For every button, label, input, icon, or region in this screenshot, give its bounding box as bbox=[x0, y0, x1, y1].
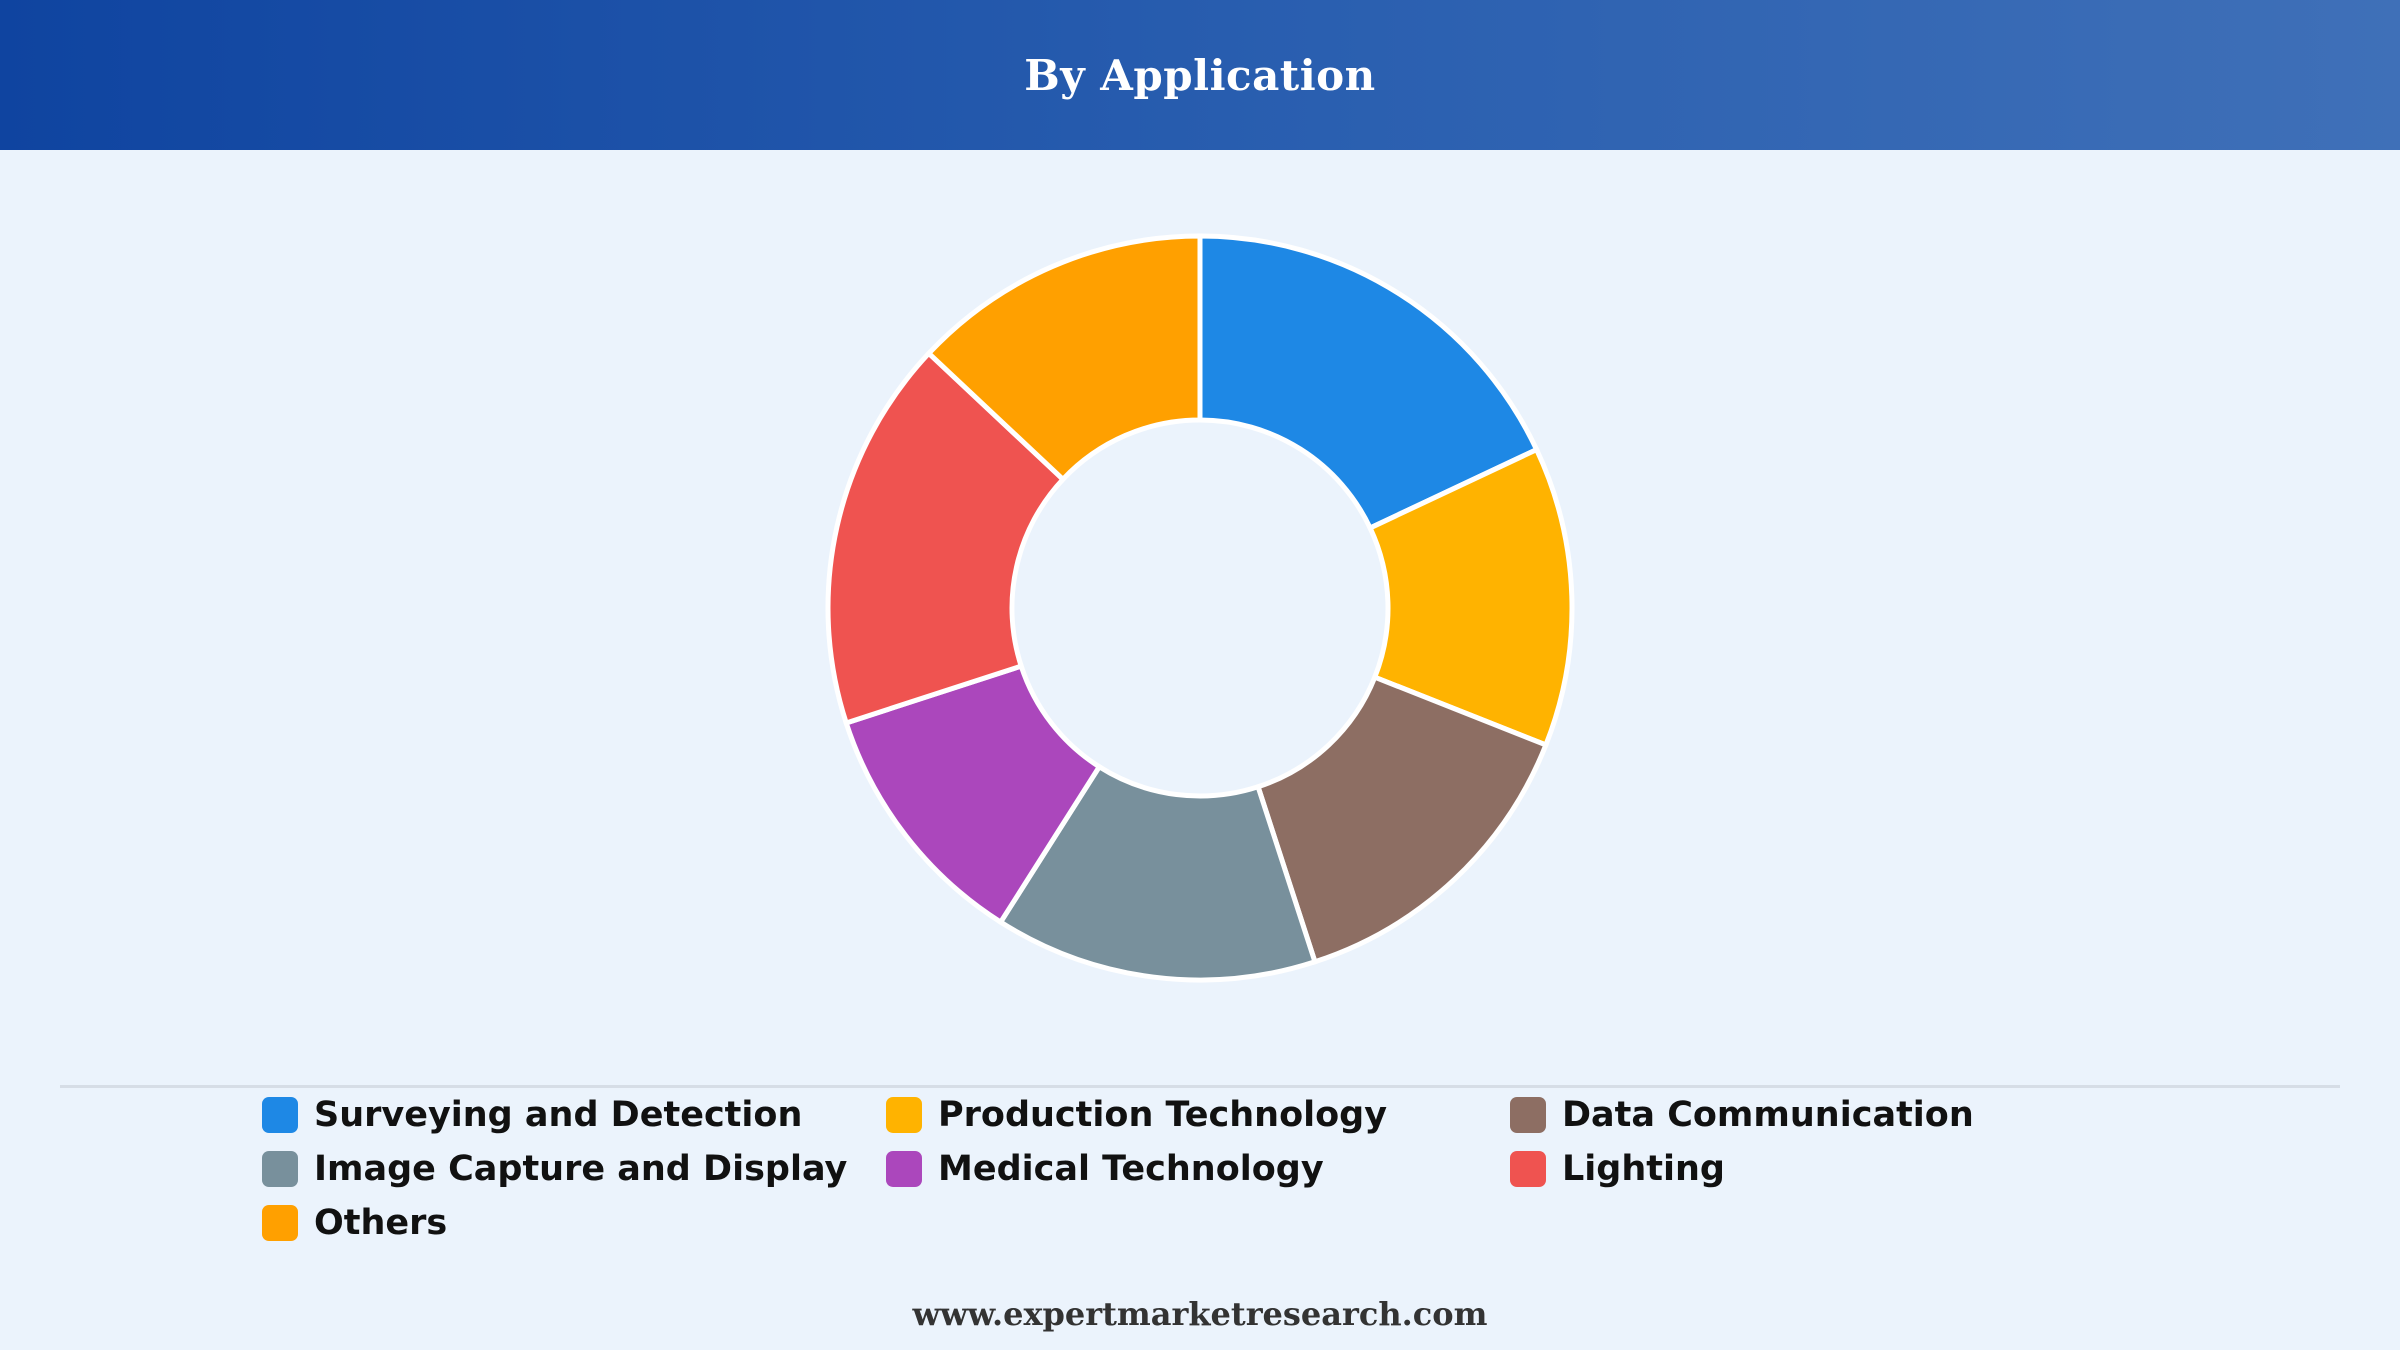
chart-header: By Application bbox=[0, 0, 2400, 150]
legend-swatch bbox=[1510, 1097, 1546, 1133]
donut-slice-image-capture-and-display[interactable] bbox=[997, 763, 1319, 983]
legend-item-medical-technology[interactable]: Medical Technology bbox=[886, 1149, 1510, 1189]
legend-item-others[interactable]: Others bbox=[262, 1203, 886, 1243]
legend-item-production-technology[interactable]: Production Technology bbox=[886, 1095, 1510, 1135]
legend-swatch bbox=[886, 1151, 922, 1187]
donut-chart bbox=[825, 233, 1575, 983]
legend-label: Others bbox=[314, 1203, 448, 1243]
footer-url: www.expertmarketresearch.com bbox=[912, 1295, 1488, 1333]
donut-slice-production-technology[interactable] bbox=[1366, 446, 1575, 749]
legend-swatch bbox=[262, 1151, 298, 1187]
legend-label: Image Capture and Display bbox=[314, 1149, 848, 1189]
legend-label: Surveying and Detection bbox=[314, 1095, 803, 1135]
donut-slice-data-communication[interactable] bbox=[1254, 673, 1550, 965]
legend-label: Lighting bbox=[1562, 1149, 1725, 1189]
legend-label: Production Technology bbox=[938, 1095, 1388, 1135]
legend-item-surveying-and-detection[interactable]: Surveying and Detection bbox=[262, 1095, 886, 1135]
legend-item-data-communication[interactable]: Data Communication bbox=[1510, 1095, 2134, 1135]
legend-swatch bbox=[262, 1205, 298, 1241]
chart-area bbox=[0, 150, 2400, 1080]
legend-label: Data Communication bbox=[1562, 1095, 1974, 1135]
legend-swatch bbox=[1510, 1151, 1546, 1187]
donut-slice-surveying-and-detection[interactable] bbox=[1197, 233, 1540, 532]
legend-divider bbox=[60, 1085, 2340, 1088]
legend-swatch bbox=[886, 1097, 922, 1133]
legend-item-lighting[interactable]: Lighting bbox=[1510, 1149, 2134, 1189]
legend-swatch bbox=[262, 1097, 298, 1133]
legend-label: Medical Technology bbox=[938, 1149, 1324, 1189]
donut-slice-others[interactable] bbox=[925, 233, 1203, 483]
legend-item-image-capture-and-display[interactable]: Image Capture and Display bbox=[262, 1149, 886, 1189]
donut-slice-lighting[interactable] bbox=[825, 349, 1067, 727]
chart-legend: Surveying and Detection Production Techno… bbox=[262, 1095, 2162, 1243]
chart-title: By Application bbox=[1024, 50, 1376, 100]
